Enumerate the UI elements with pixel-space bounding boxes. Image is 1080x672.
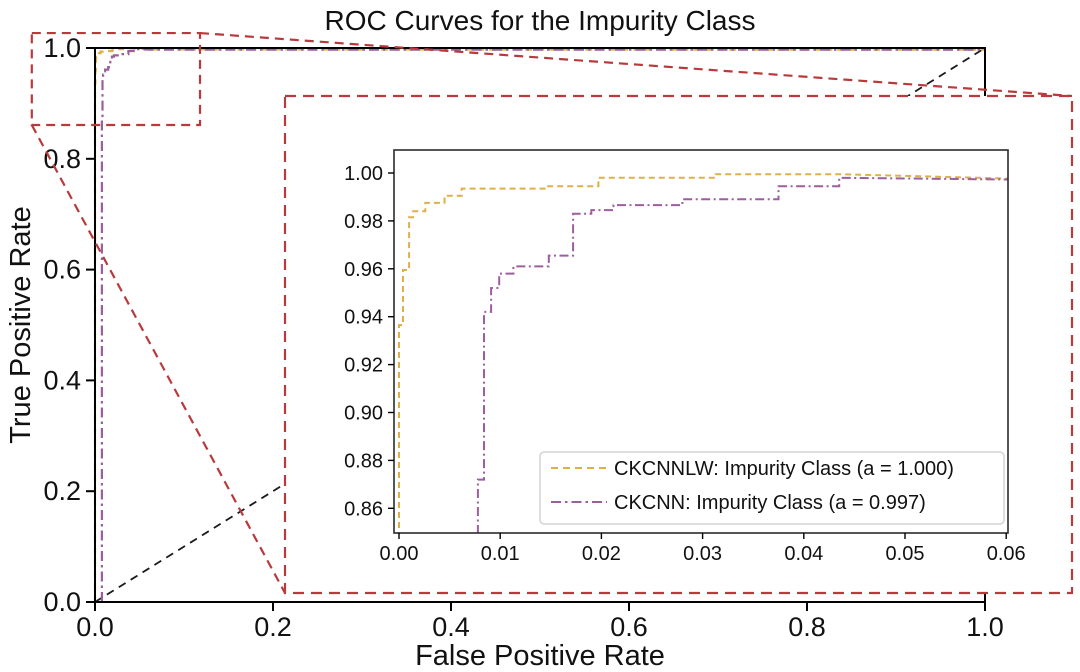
inset-x-tick-label: 0.01 (481, 543, 520, 565)
main-x-tick-label: 1.0 (966, 612, 1004, 642)
main-y-tick-label: 1.0 (43, 33, 81, 63)
ckcnn-curve-main (100, 47, 986, 602)
ckcnn-curve-inset (476, 176, 1008, 533)
inset-x-tick-label: 0.00 (380, 543, 419, 565)
main-x-tick-label: 0.0 (76, 612, 114, 642)
main-x-tick-label: 0.2 (254, 612, 292, 642)
zoom-indicator (30, 31, 1074, 595)
main-x-tick-label: 0.8 (788, 612, 826, 642)
main-axes: 0.0 0.2 0.4 0.6 0.8 1.00.00.20.40.60.81.0 (43, 33, 1003, 642)
inset-y-tick-label: 0.90 (344, 403, 383, 425)
inset-x-tick-label: 0.03 (683, 543, 722, 565)
inset-y-tick-label: 0.96 (344, 259, 383, 281)
legend: CKCNNLW: Impurity Class (a = 1.000) CKCNN… (539, 451, 1005, 525)
inset-y-tick-label: 0.86 (344, 498, 383, 520)
main-y-tick-label: 0.6 (43, 255, 81, 285)
zoom-region-rect (30, 31, 202, 127)
inset-y-tick-label: 1.00 (344, 163, 383, 185)
y-axis-label: True Positive Rate (5, 206, 37, 443)
main-x-tick-label: 0.6 (610, 612, 648, 642)
inset-y-tick-label: 0.92 (344, 355, 383, 377)
inset-x-tick-label: 0.06 (987, 543, 1026, 565)
zoom-connector-bottom-left (30, 124, 286, 594)
inset-outline-rect (283, 94, 1074, 595)
zoom-connector-top-right (199, 31, 1073, 98)
main-y-tick-label: 0.4 (43, 365, 81, 395)
legend-label: CKCNNLW: Impurity Class (a = 1.000) (614, 458, 954, 480)
inset-x-tick-label: 0.04 (784, 543, 823, 565)
x-axis-label: False Positive Rate (415, 640, 665, 672)
main-y-tick-label: 0.0 (43, 587, 81, 617)
inset-plot-frame (393, 149, 1009, 534)
legend-label: CKCNN: Impurity Class (a = 0.997) (614, 492, 926, 514)
inset-y-tick-label: 0.98 (344, 211, 383, 233)
main-y-tick-label: 0.2 (43, 476, 81, 506)
legend-box (539, 451, 1005, 525)
inset-y-tick-label: 0.94 (344, 307, 383, 329)
inset-x-tick-label: 0.02 (582, 543, 621, 565)
main-x-tick-label: 0.4 (432, 612, 470, 642)
chart-title: ROC Curves for the Impurity Class (325, 5, 756, 36)
inset-y-tick-label: 0.88 (344, 450, 383, 472)
inset-x-tick-label: 0.05 (886, 543, 925, 565)
